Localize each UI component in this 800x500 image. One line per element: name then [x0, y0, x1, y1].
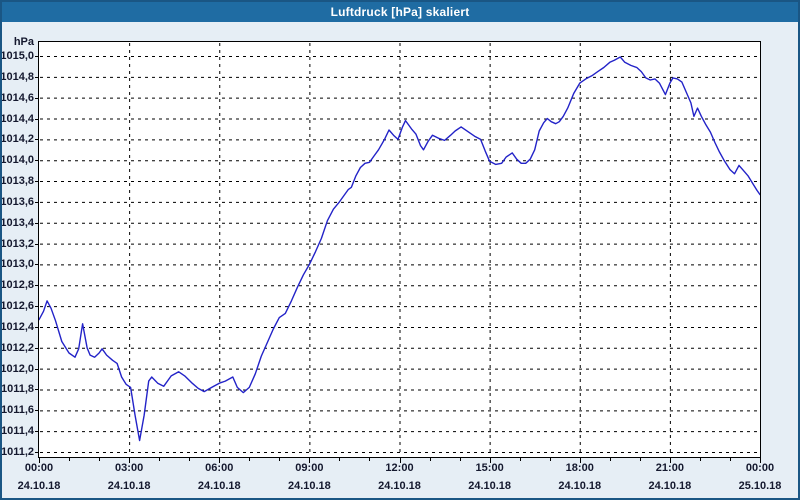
y-tick-label: 1011,2 — [0, 446, 34, 458]
y-axis-tick — [35, 139, 38, 141]
y-tick-label: 1015,0 — [0, 50, 34, 62]
y-tick-label: 1014,0 — [0, 154, 34, 167]
plot-area — [38, 41, 761, 458]
pressure-series-line — [39, 56, 760, 442]
x-axis-tick — [189, 458, 190, 461]
x-axis-tick — [430, 458, 431, 461]
y-axis-tick — [35, 97, 38, 99]
y-axis-tick — [35, 368, 38, 370]
y-axis-tick — [35, 118, 38, 120]
y-tick-label: 1013,6 — [0, 195, 34, 208]
x-tick-date-label: 24.10.18 — [648, 480, 692, 492]
x-tick-time-label: 15:00 — [475, 462, 504, 474]
x-axis-tick — [309, 458, 310, 463]
y-tick-label: 1014,4 — [0, 112, 34, 125]
x-axis-tick — [39, 458, 40, 463]
x-axis-tick — [369, 458, 370, 461]
x-tick-time-label: 21:00 — [655, 462, 684, 474]
y-axis-tick — [35, 201, 38, 203]
x-tick-date-label: 24.10.18 — [197, 480, 241, 492]
x-axis-tick — [760, 458, 761, 463]
x-axis-tick — [69, 458, 70, 461]
y-tick-label: 1014,8 — [0, 70, 34, 83]
y-axis-tick — [35, 452, 38, 453]
x-axis-tick — [249, 458, 250, 461]
y-axis-tick — [35, 160, 38, 162]
y-tick-label: 1013,4 — [0, 216, 34, 229]
x-axis-tick — [640, 458, 641, 461]
x-tick-time-label: 06:00 — [205, 462, 234, 474]
window-titlebar: Luftdruck [hPa] skaliert — [2, 2, 798, 22]
x-axis-tick — [159, 458, 160, 461]
y-tick-label: 1011,6 — [0, 404, 34, 417]
y-axis-tick — [35, 56, 38, 57]
x-axis-tick — [279, 458, 280, 461]
x-tick-date-label: 24.10.18 — [107, 480, 151, 492]
x-tick-date-label: 24.10.18 — [468, 480, 512, 492]
y-axis-tick — [35, 410, 38, 412]
y-tick-label: 1012,6 — [0, 300, 34, 313]
y-tick-label: 1013,8 — [0, 175, 34, 188]
y-tick-label: 1012,8 — [0, 279, 34, 292]
y-axis-tick — [35, 243, 38, 245]
x-axis-tick — [400, 458, 401, 463]
x-tick-time-label: 00:00 — [24, 462, 54, 474]
y-axis-tick — [35, 264, 38, 266]
y-tick-label: 1014,2 — [0, 133, 34, 146]
y-tick-label: 1013,0 — [0, 258, 34, 271]
x-axis-tick — [460, 458, 461, 461]
x-tick-date-label: 24.10.18 — [17, 480, 61, 492]
x-tick-time-label: 18:00 — [565, 462, 594, 474]
y-tick-label: 1013,2 — [0, 237, 34, 250]
x-axis-tick — [700, 458, 701, 461]
y-axis-tick — [35, 326, 38, 328]
x-axis-tick — [490, 458, 491, 463]
x-tick-date-label: 25.10.18 — [738, 480, 782, 492]
x-axis-tick — [580, 458, 581, 463]
y-axis-tick — [35, 181, 38, 183]
y-axis-tick — [35, 389, 38, 391]
x-tick-time-label: 00:00 — [745, 462, 775, 474]
y-tick-label: 1012,0 — [0, 362, 34, 375]
x-axis-tick — [129, 458, 130, 463]
y-axis-tick — [35, 285, 38, 287]
x-axis-tick — [550, 458, 551, 461]
x-axis-tick — [670, 458, 671, 463]
x-axis-tick — [99, 458, 100, 461]
x-axis-tick — [520, 458, 521, 461]
y-axis-tick — [35, 222, 38, 224]
x-tick-date-label: 24.10.18 — [378, 480, 421, 492]
x-tick-time-label: 03:00 — [115, 462, 144, 474]
x-axis-tick — [730, 458, 731, 461]
x-axis-tick — [610, 458, 611, 461]
y-tick-label: 1011,4 — [0, 425, 34, 438]
x-tick-time-label: 09:00 — [295, 462, 324, 474]
y-axis-tick — [35, 306, 38, 308]
x-tick-time-label: 12:00 — [385, 462, 414, 474]
y-axis-tick — [35, 431, 38, 433]
x-tick-date-label: 24.10.18 — [287, 480, 331, 492]
x-axis-tick — [219, 458, 220, 463]
x-tick-date-label: 24.10.18 — [558, 480, 602, 492]
y-tick-label: 1014,6 — [0, 91, 34, 104]
y-axis-tick — [35, 76, 38, 78]
y-tick-label: 1012,4 — [0, 320, 34, 333]
window-title: Luftdruck [hPa] skaliert — [330, 5, 470, 19]
x-axis-tick — [339, 458, 340, 461]
y-axis-tick — [35, 347, 38, 349]
y-tick-label: 1011,8 — [0, 383, 34, 396]
y-tick-label: 1012,2 — [0, 341, 34, 354]
y-axis-unit-label: hPa — [13, 36, 34, 48]
pressure-line-chart — [39, 43, 760, 456]
